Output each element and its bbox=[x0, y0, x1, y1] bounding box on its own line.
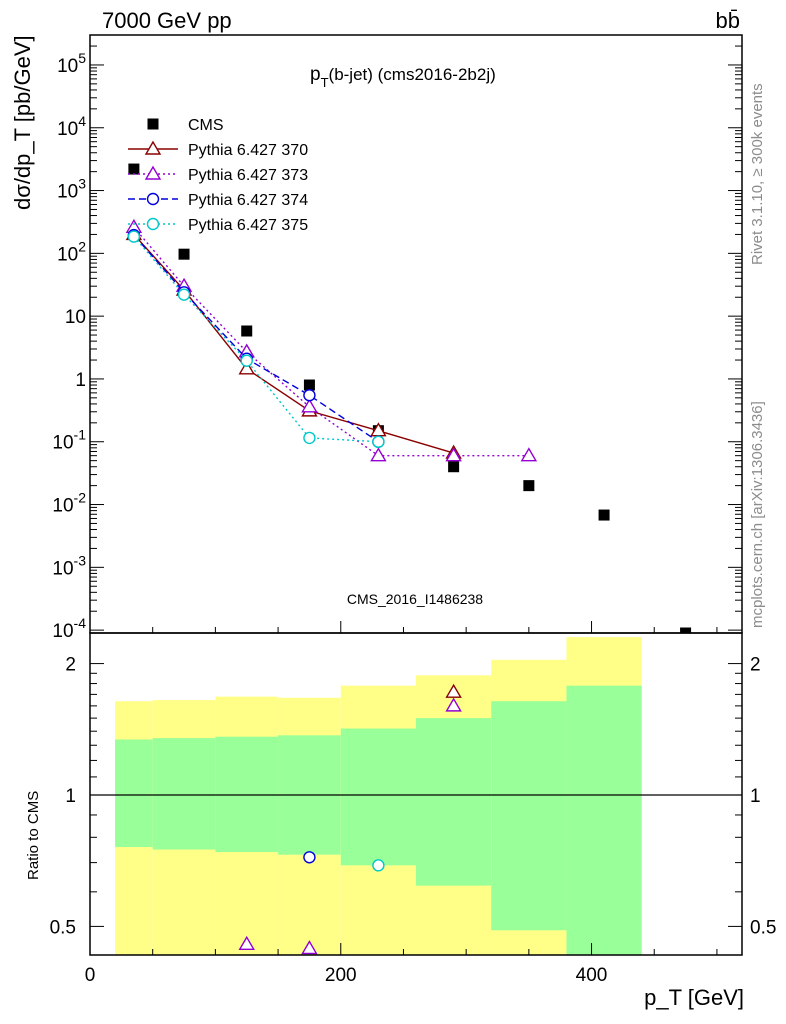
ratio-point-pythia-6-427-374 bbox=[303, 851, 316, 864]
ratio-uncertainty-band bbox=[115, 637, 642, 955]
ratio-tick-label-right: 0.5 bbox=[750, 917, 776, 938]
legend: CMS Pythia 6.427 370 Pythia 6.427 373 Pythi… bbox=[128, 117, 308, 234]
ratio-tick-label: 1 bbox=[65, 786, 76, 807]
ratio-point-pythia-6-427-373 bbox=[445, 697, 462, 712]
ratio-tick-label-right: 1 bbox=[750, 786, 761, 807]
ratio-panel-frame bbox=[89, 632, 743, 956]
plot-title-sub: T bbox=[321, 75, 329, 90]
band-inner-bin bbox=[340, 728, 416, 866]
ratio-series-group bbox=[238, 683, 462, 955]
legend-label-pythia-6-427-373: Pythia 6.427 373 bbox=[188, 167, 308, 184]
y-tick-label: 10-1 bbox=[52, 427, 86, 454]
point-cms bbox=[523, 480, 535, 492]
ratio-point-pythia-6-427-373 bbox=[238, 935, 255, 950]
series-line-pythia-6-427-370 bbox=[133, 233, 454, 454]
y-tick-label: 1 bbox=[75, 370, 86, 391]
plot-title-rest: (b-jet) (cms2016-2b2j) bbox=[329, 65, 496, 84]
y-tick-label: 10 bbox=[65, 307, 86, 328]
y-tick-label: 102 bbox=[57, 238, 86, 265]
ratio-tick-label: 0.5 bbox=[50, 917, 76, 938]
legend-marker-pythia-6-427-373 bbox=[144, 165, 162, 180]
point-cms bbox=[178, 248, 190, 260]
point-cms bbox=[241, 325, 253, 337]
legend-marker-pythia-6-427-375 bbox=[146, 217, 160, 231]
point-pythia-6-427-374 bbox=[303, 389, 316, 402]
point-pythia-6-427-375 bbox=[240, 354, 253, 367]
y-tick-label: 105 bbox=[57, 50, 86, 77]
point-pythia-6-427-375 bbox=[372, 435, 385, 448]
y-axis-label-main: dσ/dp_T [pb/GeV] bbox=[10, 35, 35, 210]
process-label: bb̄ bbox=[716, 8, 740, 33]
x-tick-label: 0 bbox=[85, 965, 96, 986]
axis-ticks: 0 200 400 10-4 10-3 10-2 10-1 1 10 102 103 104 105 0.… bbox=[50, 34, 776, 986]
point-pythia-6-427-373 bbox=[445, 447, 462, 462]
band-inner-bin bbox=[491, 701, 567, 931]
y-tick-label: 10-3 bbox=[52, 552, 86, 579]
point-pythia-6-427-375 bbox=[303, 431, 316, 445]
legend-marker-cms bbox=[147, 118, 159, 130]
y-tick-label: 103 bbox=[57, 176, 86, 203]
x-tick-label: 400 bbox=[576, 965, 608, 986]
legend-label-pythia-6-427-375: Pythia 6.427 375 bbox=[188, 217, 308, 234]
plot-title: pT(b-jet) (cms2016-2b2j) bbox=[310, 64, 496, 90]
band-inner-bin bbox=[152, 738, 216, 850]
band-inner-bin bbox=[566, 685, 642, 955]
ratio-point-pythia-6-427-370 bbox=[445, 683, 462, 698]
x-tick-label: 200 bbox=[325, 965, 357, 986]
band-inner-bin bbox=[416, 718, 492, 886]
point-cms bbox=[680, 627, 692, 633]
series-line-pythia-6-427-375 bbox=[133, 236, 379, 443]
point-cms bbox=[303, 379, 315, 391]
band-inner-bin bbox=[115, 739, 153, 848]
ratio-tick-label-right: 2 bbox=[750, 655, 761, 676]
point-pythia-6-427-373 bbox=[370, 447, 387, 462]
point-pythia-6-427-375 bbox=[127, 230, 141, 243]
point-pythia-6-427-370 bbox=[238, 360, 255, 375]
point-cms bbox=[128, 163, 140, 175]
series-line-pythia-6-427-373 bbox=[133, 226, 529, 457]
y-tick-label: 10-2 bbox=[52, 490, 86, 517]
main-series-group bbox=[125, 163, 692, 633]
ratio-tick-label: 2 bbox=[65, 655, 76, 676]
legend-marker-pythia-6-427-370 bbox=[144, 140, 162, 155]
y-tick-label: 10-4 bbox=[52, 615, 86, 642]
point-cms bbox=[448, 461, 460, 473]
legend-label-cms: CMS bbox=[188, 117, 224, 134]
mcplots-label: mcplots.cern.ch [arXiv:1306.3436] bbox=[749, 401, 766, 628]
analysis-watermark: CMS_2016_I1486238 bbox=[347, 591, 483, 607]
legend-label-pythia-6-427-370: Pythia 6.427 370 bbox=[188, 142, 308, 159]
rivet-version-label: Rivet 3.1.10, ≥ 300k events bbox=[749, 83, 766, 265]
ratio-point-pythia-6-427-373 bbox=[301, 940, 318, 955]
point-cms bbox=[598, 509, 610, 521]
series-line-pythia-6-427-374 bbox=[133, 234, 379, 443]
y-axis-label-ratio: Ratio to CMS bbox=[25, 791, 42, 880]
x-axis-label: p_T [GeV] bbox=[644, 985, 744, 1010]
point-pythia-6-427-375 bbox=[177, 288, 191, 301]
plot-title-main: p bbox=[310, 64, 321, 85]
y-tick-label: 104 bbox=[57, 113, 86, 140]
legend-label-pythia-6-427-374: Pythia 6.427 374 bbox=[188, 192, 308, 209]
point-pythia-6-427-373 bbox=[301, 398, 318, 413]
energy-label: 7000 GeV pp bbox=[102, 8, 232, 33]
point-pythia-6-427-373 bbox=[520, 447, 538, 462]
legend-marker-pythia-6-427-374 bbox=[146, 192, 160, 206]
band-inner-bin bbox=[215, 736, 279, 853]
ratio-point-pythia-6-427-375 bbox=[372, 859, 385, 872]
